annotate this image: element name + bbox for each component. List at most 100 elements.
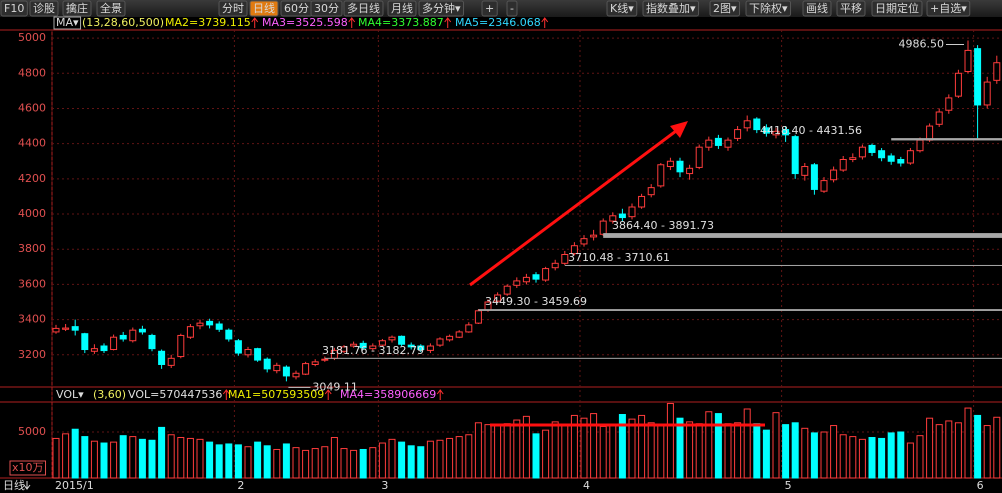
legend-item: MA2=3739.115 <box>165 16 251 29</box>
legend-item: MA1=507593509 <box>228 388 324 401</box>
candle-body <box>52 327 60 333</box>
candle-body <box>148 334 156 350</box>
toolbar-button[interactable]: 擒庄 <box>66 1 88 15</box>
candle-body <box>714 137 722 146</box>
volume-bar <box>551 421 559 479</box>
volume-bar <box>494 425 502 479</box>
y-tick-label: 3800 <box>18 242 46 255</box>
candle-body <box>618 213 626 219</box>
toolbar-button-bg[interactable] <box>310 0 343 17</box>
legend-arrow <box>348 17 356 28</box>
volume-bar <box>186 437 194 479</box>
candle-body <box>513 280 521 286</box>
candle-body <box>916 139 924 152</box>
toolbar-button[interactable]: 全景 <box>100 1 122 15</box>
toolbar-button[interactable]: 下除权▾ <box>749 1 788 15</box>
volume-bar <box>897 431 905 479</box>
candle-body <box>167 357 175 366</box>
toolbar-button[interactable]: 多日线 <box>347 1 380 15</box>
unit-box <box>9 460 47 476</box>
volume-bar <box>138 438 146 479</box>
toolbar-button[interactable]: 30分 <box>314 2 339 15</box>
unit-label: x10万 <box>12 461 44 474</box>
toolbar-button-bg[interactable] <box>96 0 126 17</box>
toolbar-button-bg[interactable] <box>418 0 465 17</box>
volume-bar <box>820 431 828 479</box>
toolbar-button-bg[interactable] <box>218 0 248 17</box>
y-tick-label: 4200 <box>18 172 46 185</box>
toolbar-button[interactable]: 诊股 <box>33 1 55 15</box>
toolbar-button[interactable]: + <box>485 2 494 15</box>
trend-arrow-head <box>670 121 688 138</box>
toolbar-button-bg[interactable] <box>0 0 28 17</box>
toolbar-button[interactable]: K线▾ <box>610 1 634 15</box>
candle-body <box>398 335 406 345</box>
volume-bar <box>666 402 674 479</box>
toolbar-button[interactable]: 60分 <box>284 2 309 15</box>
gap-band <box>478 309 1002 311</box>
gap-band <box>324 357 1002 359</box>
volume-bar <box>647 422 655 479</box>
gap-band <box>564 264 1002 266</box>
candle-body <box>426 345 434 351</box>
candle-body <box>628 206 636 218</box>
toolbar-button-bg[interactable] <box>745 0 792 17</box>
volume-bar <box>282 443 290 479</box>
candle-body <box>666 160 674 168</box>
legend-arrow <box>541 17 549 28</box>
volume-bar <box>590 413 598 479</box>
candle-body <box>590 234 598 238</box>
volume-bar <box>849 436 857 479</box>
toolbar-button-bg[interactable] <box>836 0 866 17</box>
candle-body <box>983 81 991 106</box>
toolbar-button-bg[interactable] <box>709 0 741 17</box>
toolbar-button[interactable]: 日线 <box>253 1 275 15</box>
toolbar-button[interactable]: +自选▾ <box>930 2 967 15</box>
toolbar-button-bg[interactable] <box>62 0 92 17</box>
y-tick-label: 5000 <box>18 31 46 44</box>
volume-bar <box>839 434 847 479</box>
volume-bar <box>81 436 89 479</box>
candle-body <box>791 136 799 175</box>
toolbar-button[interactable]: 平移 <box>840 2 862 15</box>
legend-button[interactable]: VOL▾ <box>56 388 84 401</box>
toolbar-button[interactable]: 2图▾ <box>713 2 737 15</box>
candle-body <box>138 328 146 333</box>
toolbar-button[interactable]: F10 <box>4 2 24 15</box>
volume-bar <box>100 442 108 479</box>
candle-body <box>225 329 233 340</box>
toolbar-button[interactable]: 画线 <box>806 1 828 15</box>
toolbar-button[interactable]: 分时 <box>222 2 244 15</box>
volume-bar <box>810 432 818 479</box>
toolbar-button-bg[interactable] <box>387 0 417 17</box>
toolbar-button-bg[interactable] <box>606 0 638 17</box>
toolbar-button-bg[interactable] <box>343 0 384 17</box>
candle-body <box>388 336 396 341</box>
candle-body <box>935 111 943 125</box>
legend-button-box[interactable] <box>53 16 82 30</box>
toolbar-button[interactable]: 日期定位 <box>875 1 919 15</box>
toolbar-button-bg[interactable] <box>481 0 498 17</box>
toolbar-button[interactable]: 月线 <box>391 1 413 15</box>
legend-params: (13,28,60,500) <box>82 16 164 29</box>
volume-bar <box>388 438 396 479</box>
toolbar-button-bg[interactable] <box>249 0 279 17</box>
toolbar-button-bg[interactable] <box>29 0 59 17</box>
toolbar-button-bg[interactable] <box>926 0 971 17</box>
volume-bar <box>215 444 223 479</box>
candle-body <box>292 372 300 378</box>
toolbar-button-bg[interactable] <box>871 0 923 17</box>
toolbar-button-bg[interactable] <box>802 0 832 17</box>
gap-band <box>603 233 1002 238</box>
candle-body <box>561 254 569 264</box>
legend-button[interactable]: MA▾ <box>56 16 79 29</box>
toolbar-button[interactable]: 指数叠加▾ <box>646 1 696 15</box>
toolbar-button[interactable]: - <box>510 2 514 15</box>
toolbar-button-bg[interactable] <box>642 0 700 17</box>
volume-bar <box>618 414 626 479</box>
toolbar-button-bg[interactable] <box>506 0 518 17</box>
candle-body <box>81 333 89 351</box>
volume-bar <box>916 435 924 479</box>
candle-body <box>993 62 1001 81</box>
toolbar-button[interactable]: 多分钟▾ <box>422 1 461 15</box>
